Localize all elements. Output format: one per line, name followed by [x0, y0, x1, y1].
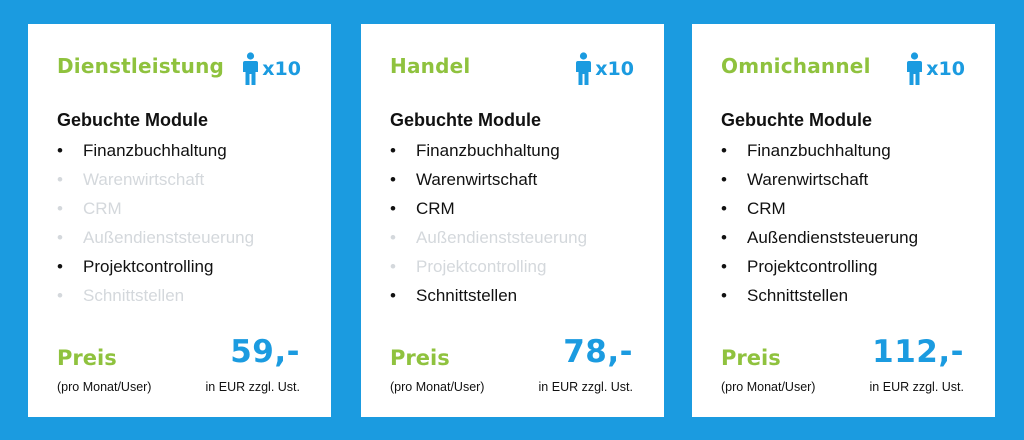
modules-heading: Gebuchte Module — [390, 110, 542, 130]
price-label: Preis — [57, 346, 117, 370]
users-count-label: x10 — [595, 58, 634, 80]
module-label: Projektcontrolling — [416, 257, 547, 276]
module-item: • CRM — [721, 199, 786, 218]
module-item: • Finanzbuchhaltung — [721, 141, 891, 160]
price-currency-note: in EUR zzgl. Ust. — [869, 380, 964, 394]
person-icon — [907, 52, 923, 85]
module-list: • Finanzbuchhaltung • Warenwirtschaft • CRM… — [57, 136, 254, 310]
user-count: x10 — [242, 52, 301, 86]
module-label: Außendienststeuerung — [83, 228, 255, 247]
module-item: • Finanzbuchhaltung — [390, 141, 560, 160]
module-label: CRM — [416, 199, 455, 218]
module-item: • Projektcontrolling — [57, 257, 214, 276]
user-count: x10 — [906, 52, 965, 86]
module-label: Schnittstellen — [416, 286, 518, 305]
pricing-card-handel: Handel x10 Gebuchte Module • Finanzbuchha… — [361, 24, 664, 417]
module-item: • Projektcontrolling — [721, 257, 878, 276]
module-list: • Finanzbuchhaltung • Warenwirtschaft • CRM… — [390, 136, 587, 310]
price-label: Preis — [721, 346, 781, 370]
price-unit-note: (pro Monat/User) — [390, 380, 485, 394]
modules-heading: Gebuchte Module — [721, 110, 873, 130]
module-item: • Schnittstellen — [390, 286, 518, 305]
module-label: Außendienststeuerung — [747, 228, 919, 247]
price-currency-note: in EUR zzgl. Ust. — [538, 380, 633, 394]
pricing-card-omnichannel: Omnichannel x10 Gebuchte Module • Finanzb… — [692, 24, 995, 417]
module-label: Finanzbuchhaltung — [747, 141, 891, 160]
module-list: • Finanzbuchhaltung • Warenwirtschaft • CRM… — [721, 136, 918, 310]
module-label: Finanzbuchhaltung — [83, 141, 227, 160]
module-item: • Warenwirtschaft — [57, 170, 205, 189]
pricing-card-dienstleistung: Dienstleistung x10 Gebuchte Module • Fina… — [28, 24, 331, 417]
price-unit-note: (pro Monat/User) — [721, 380, 816, 394]
module-label: Schnittstellen — [83, 286, 185, 305]
module-item: • Außendienststeuerung — [721, 228, 919, 247]
module-item: • Projektcontrolling — [390, 257, 547, 276]
person-icon — [243, 52, 259, 85]
price-label: Preis — [390, 346, 450, 370]
user-count: x10 — [575, 52, 634, 86]
price-value: 59,- — [230, 334, 300, 370]
module-label: Schnittstellen — [747, 286, 849, 305]
modules-heading: Gebuchte Module — [57, 110, 209, 130]
module-label: Warenwirtschaft — [416, 170, 538, 189]
module-label: Warenwirtschaft — [83, 170, 205, 189]
module-label: CRM — [747, 199, 786, 218]
module-item: • Außendienststeuerung — [390, 228, 588, 247]
card-title: Dienstleistung — [57, 54, 225, 78]
module-item: • Außendienststeuerung — [57, 228, 255, 247]
users-count-label: x10 — [926, 58, 965, 80]
module-item: • CRM — [57, 199, 122, 218]
module-item: • Finanzbuchhaltung — [57, 141, 227, 160]
module-label: Außendienststeuerung — [416, 228, 588, 247]
person-icon — [576, 52, 592, 85]
card-title: Omnichannel — [721, 54, 871, 78]
price-value: 112,- — [872, 334, 964, 370]
module-item: • Schnittstellen — [721, 286, 849, 305]
module-item: • Warenwirtschaft — [390, 170, 538, 189]
module-label: Projektcontrolling — [747, 257, 878, 276]
module-label: Warenwirtschaft — [747, 170, 869, 189]
price-value: 78,- — [563, 334, 633, 370]
price-currency-note: in EUR zzgl. Ust. — [205, 380, 300, 394]
price-unit-note: (pro Monat/User) — [57, 380, 152, 394]
module-item: • CRM — [390, 199, 455, 218]
module-item: • Schnittstellen — [57, 286, 185, 305]
module-label: Finanzbuchhaltung — [416, 141, 560, 160]
module-label: CRM — [83, 199, 122, 218]
module-item: • Warenwirtschaft — [721, 170, 869, 189]
users-count-label: x10 — [262, 58, 301, 80]
card-title: Handel — [390, 54, 471, 78]
module-label: Projektcontrolling — [83, 257, 214, 276]
